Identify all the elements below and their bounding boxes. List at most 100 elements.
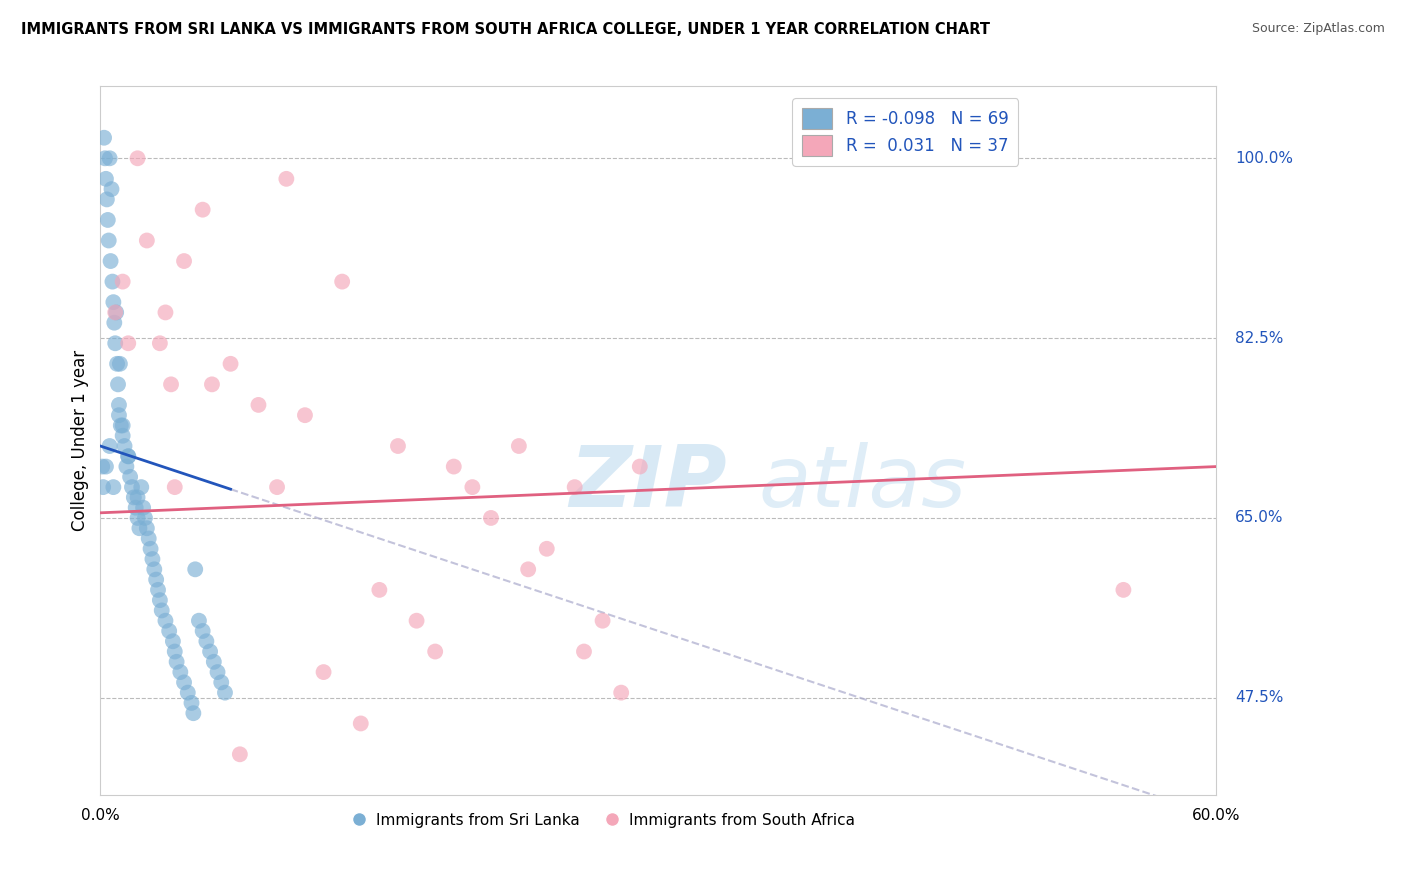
Point: [163, 644, 186, 658]
Point: [104, 336, 127, 351]
Point: [127, 511, 149, 525]
Point: [146, 582, 169, 597]
Point: [1112, 582, 1135, 597]
Point: [134, 511, 156, 525]
Point: [103, 295, 125, 310]
Point: [105, 357, 128, 371]
Point: [103, 480, 125, 494]
Point: [564, 480, 586, 494]
Point: [129, 480, 152, 494]
Point: [294, 408, 316, 422]
Point: [91, 459, 114, 474]
Point: [162, 634, 184, 648]
Point: [173, 254, 195, 268]
Point: [94, 171, 117, 186]
Point: [98, 151, 121, 165]
Point: [461, 480, 484, 494]
Point: [94, 151, 117, 165]
Point: [191, 624, 214, 638]
Point: [198, 644, 221, 658]
Point: [105, 305, 128, 319]
Point: [104, 305, 127, 319]
Text: Source: ZipAtlas.com: Source: ZipAtlas.com: [1251, 22, 1385, 36]
Point: [368, 582, 391, 597]
Point: [107, 377, 129, 392]
Text: 47.5%: 47.5%: [1234, 690, 1284, 706]
Point: [247, 398, 270, 412]
Point: [209, 675, 232, 690]
Point: [135, 521, 157, 535]
Point: [536, 541, 558, 556]
Point: [100, 182, 122, 196]
Y-axis label: College, Under 1 year: College, Under 1 year: [72, 351, 89, 532]
Point: [110, 418, 132, 433]
Point: [350, 716, 373, 731]
Point: [177, 685, 200, 699]
Text: 100.0%: 100.0%: [1234, 151, 1294, 166]
Text: IMMIGRANTS FROM SRI LANKA VS IMMIGRANTS FROM SOUTH AFRICA COLLEGE, UNDER 1 YEAR : IMMIGRANTS FROM SRI LANKA VS IMMIGRANTS …: [21, 22, 990, 37]
Point: [138, 532, 160, 546]
Point: [187, 614, 209, 628]
Point: [125, 500, 148, 515]
Point: [98, 439, 121, 453]
Point: [610, 685, 633, 699]
Point: [114, 439, 136, 453]
Point: [191, 202, 214, 217]
Point: [93, 130, 115, 145]
Point: [108, 408, 131, 422]
Point: [150, 603, 173, 617]
Point: [425, 644, 447, 658]
Point: [160, 377, 183, 392]
Point: [166, 655, 188, 669]
Point: [97, 213, 120, 227]
Point: [111, 418, 134, 433]
Point: [141, 552, 163, 566]
Text: 60.0%: 60.0%: [1192, 808, 1240, 822]
Point: [195, 634, 218, 648]
Point: [330, 275, 353, 289]
Point: [517, 562, 540, 576]
Text: 82.5%: 82.5%: [1234, 331, 1284, 345]
Point: [120, 470, 142, 484]
Point: [100, 254, 122, 268]
Point: [479, 511, 502, 525]
Point: [117, 450, 139, 464]
Point: [122, 491, 145, 505]
Point: [94, 459, 117, 474]
Point: [508, 439, 530, 453]
Point: [149, 336, 172, 351]
Point: [214, 685, 236, 699]
Point: [108, 357, 131, 371]
Point: [149, 593, 172, 607]
Point: [312, 665, 335, 679]
Point: [155, 614, 177, 628]
Point: [101, 275, 124, 289]
Point: [405, 614, 427, 628]
Text: 65.0%: 65.0%: [1234, 510, 1284, 525]
Point: [219, 357, 242, 371]
Point: [276, 171, 298, 186]
Point: [111, 428, 134, 442]
Point: [202, 655, 225, 669]
Point: [96, 193, 118, 207]
Point: [132, 500, 155, 515]
Point: [592, 614, 614, 628]
Point: [157, 624, 180, 638]
Point: [183, 706, 205, 721]
Point: [628, 459, 651, 474]
Point: [139, 541, 162, 556]
Point: [180, 696, 202, 710]
Point: [143, 562, 166, 576]
Point: [115, 459, 138, 474]
Legend: Immigrants from Sri Lanka, Immigrants from South Africa: Immigrants from Sri Lanka, Immigrants fr…: [344, 806, 860, 834]
Point: [443, 459, 465, 474]
Point: [121, 480, 143, 494]
Point: [91, 480, 114, 494]
Point: [207, 665, 229, 679]
Point: [135, 234, 157, 248]
Point: [127, 151, 149, 165]
Point: [111, 275, 134, 289]
Point: [201, 377, 224, 392]
Point: [229, 747, 252, 762]
Text: 0.0%: 0.0%: [82, 808, 120, 822]
